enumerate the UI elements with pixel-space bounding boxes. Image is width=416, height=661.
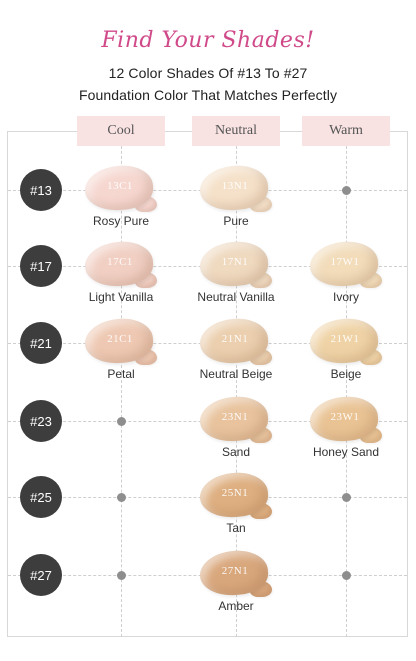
row-label-13: #13 <box>20 169 62 211</box>
shade-swatch-13n1[interactable]: 13N1 <box>198 163 280 216</box>
shade-code: 17C1 <box>107 256 133 268</box>
empty-cell-dot <box>342 571 351 580</box>
empty-cell-dot <box>342 186 351 195</box>
shade-name: Amber <box>218 599 254 613</box>
page-title: Find Your Shades! <box>101 28 315 53</box>
shade-name: Light Vanilla <box>88 290 154 304</box>
grid-vline <box>236 131 237 637</box>
column-header-neutral: Neutral <box>192 116 280 146</box>
shade-swatch-23w1[interactable]: 23W1 <box>308 394 390 447</box>
row-label-17: #17 <box>20 245 62 287</box>
grid-vline <box>121 131 122 637</box>
shade-name: Neutral Vanilla <box>197 290 275 304</box>
shade-name: Petal <box>107 367 135 381</box>
shade-code: 21W1 <box>330 333 360 345</box>
shade-code: 23W1 <box>330 411 360 423</box>
shade-name: Neutral Beige <box>199 367 273 381</box>
subtitle-line-2: Foundation Color That Matches Perfectly <box>78 87 338 103</box>
shade-code: 27N1 <box>221 565 249 577</box>
shade-swatch-23n1[interactable]: 23N1 <box>198 394 280 447</box>
shade-name: Honey Sand <box>312 445 380 459</box>
shade-code: 13N1 <box>221 180 249 192</box>
column-header-warm: Warm <box>302 116 390 146</box>
shade-swatch-21c1[interactable]: 21C1 <box>83 316 165 369</box>
shade-name: Sand <box>221 445 251 459</box>
shade-swatch-27n1[interactable]: 27N1 <box>198 548 280 601</box>
shade-code: 21N1 <box>221 333 249 345</box>
empty-cell-dot <box>117 571 126 580</box>
row-label-27: #27 <box>20 554 62 596</box>
row-label-25: #25 <box>20 476 62 518</box>
empty-cell-dot <box>117 417 126 426</box>
row-label-21: #21 <box>20 322 62 364</box>
grid-vline <box>346 131 347 637</box>
shade-swatch-17w1[interactable]: 17W1 <box>308 239 390 292</box>
shade-swatch-25n1[interactable]: 25N1 <box>198 470 280 523</box>
shade-name: Ivory <box>332 290 359 304</box>
shade-code: 23N1 <box>221 411 249 423</box>
shade-name: Rosy Pure <box>92 214 150 228</box>
shade-name: Beige <box>330 367 362 381</box>
shade-code: 17W1 <box>330 256 360 268</box>
shade-swatch-21n1[interactable]: 21N1 <box>198 316 280 369</box>
shade-swatch-21w1[interactable]: 21W1 <box>308 316 390 369</box>
shade-swatch-13c1[interactable]: 13C1 <box>83 163 165 216</box>
shade-name: Tan <box>226 521 246 535</box>
shade-code: 17N1 <box>221 256 249 268</box>
row-label-23: #23 <box>20 400 62 442</box>
empty-cell-dot <box>117 493 126 502</box>
shade-name: Pure <box>223 214 249 228</box>
shade-code: 13C1 <box>107 180 133 192</box>
empty-cell-dot <box>342 493 351 502</box>
column-header-cool: Cool <box>77 116 165 146</box>
shade-code: 21C1 <box>107 333 133 345</box>
subtitle-line-1: 12 Color Shades Of #13 To #27 <box>108 65 308 81</box>
shade-swatch-17n1[interactable]: 17N1 <box>198 239 280 292</box>
shade-swatch-17c1[interactable]: 17C1 <box>83 239 165 292</box>
shade-code: 25N1 <box>221 487 249 499</box>
